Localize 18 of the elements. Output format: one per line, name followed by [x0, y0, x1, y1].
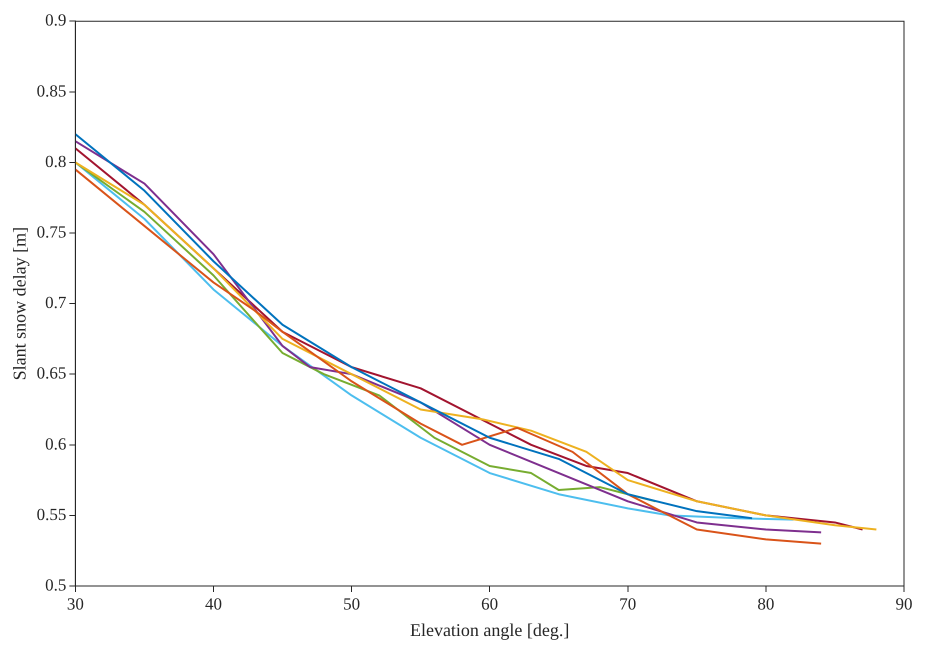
y-tick-label: 0.9 [45, 10, 66, 30]
y-tick-label: 0.8 [45, 152, 66, 171]
x-tick-label: 50 [343, 594, 360, 614]
y-tick-label: 0.7 [45, 293, 67, 312]
x-tick-label: 90 [896, 594, 912, 614]
x-tick-label: 70 [619, 594, 636, 614]
x-tick-label: 60 [481, 594, 498, 614]
y-tick-label: 0.75 [36, 222, 66, 242]
y-axis-title: Slant snow delay [m] [10, 226, 30, 380]
y-tick-label: 0.5 [45, 575, 66, 594]
y-tick-label: 0.65 [36, 364, 66, 383]
y-tick-label: 0.55 [36, 504, 66, 524]
x-axis-title: Elevation angle [deg.] [410, 620, 570, 640]
y-tick-label: 0.85 [36, 81, 66, 100]
x-tick-label: 30 [66, 594, 84, 614]
x-tick-label: 40 [204, 594, 222, 614]
y-tick-label: 0.6 [45, 434, 66, 454]
x-tick-label: 80 [757, 594, 774, 614]
